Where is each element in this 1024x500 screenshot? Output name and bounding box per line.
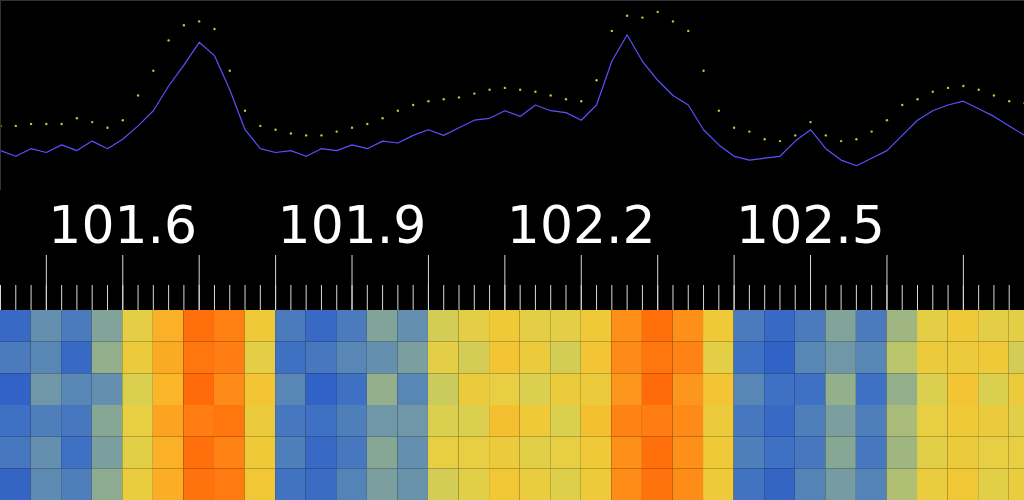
svg-text:101.9: 101.9 (278, 195, 427, 255)
svg-text:102.5: 102.5 (736, 195, 885, 255)
svg-text:102.2: 102.2 (507, 195, 656, 255)
svg-text:101.6: 101.6 (48, 195, 197, 255)
